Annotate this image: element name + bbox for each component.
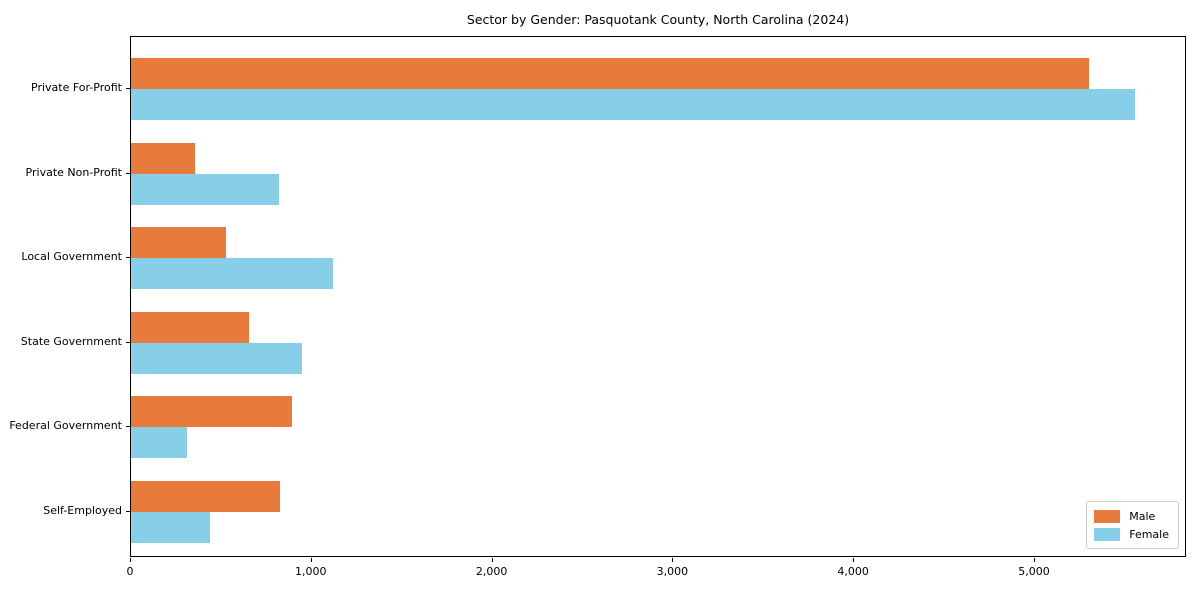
legend-label-female: Female xyxy=(1129,527,1169,541)
bar-female-private-for-profit xyxy=(131,89,1136,120)
xtick-mark-1000 xyxy=(310,558,312,562)
legend-label-male: Male xyxy=(1129,509,1156,523)
xtick-mark-4000 xyxy=(853,558,855,562)
legend-item-female: Female xyxy=(1094,525,1169,543)
ytick-mark-federal-government xyxy=(126,426,130,427)
ytick-label-federal-government: Federal Government xyxy=(9,419,122,432)
xtick-mark-0 xyxy=(130,558,131,562)
ytick-mark-state-government xyxy=(126,341,130,343)
ytick-mark-private-non-profit xyxy=(126,172,130,174)
chart-title: Sector by Gender: Pasquotank County, Nor… xyxy=(466,12,850,27)
bar-female-private-non-profit xyxy=(131,173,279,205)
ytick-label-private-non-profit: Private Non-Profit xyxy=(25,165,122,179)
plot-area: Male Female xyxy=(130,36,1186,557)
xtick-mark-3000 xyxy=(672,558,674,562)
ytick-label-self-employed: Self-Employed xyxy=(43,503,122,517)
xtick-mark-2000 xyxy=(491,558,493,562)
ytick-mark-private-for-profit xyxy=(126,88,130,89)
xtick-mark-5000 xyxy=(1033,558,1035,562)
xtick-label-2000: 2,000 xyxy=(475,565,508,578)
xtick-label-3000: 3,000 xyxy=(656,565,689,578)
xtick-label-0: 0 xyxy=(126,565,134,578)
xtick-label-1000: 1,000 xyxy=(295,565,327,578)
ytick-mark-local-government xyxy=(126,257,130,258)
legend-swatch-male xyxy=(1094,509,1121,523)
ytick-label-state-government: State Government xyxy=(20,334,122,348)
xtick-label-5000: 5,000 xyxy=(1018,565,1050,578)
bar-male-self-employed xyxy=(131,480,280,512)
ytick-mark-self-employed xyxy=(126,510,130,512)
legend-item-male: Male xyxy=(1094,507,1169,525)
bar-male-private-non-profit xyxy=(131,142,196,174)
bar-male-federal-government xyxy=(131,396,292,427)
bar-female-self-employed xyxy=(131,511,211,543)
bar-female-federal-government xyxy=(131,427,187,458)
ytick-label-private-for-profit: Private For-Profit xyxy=(31,81,122,94)
legend: Male Female xyxy=(1086,501,1179,549)
bar-female-local-government xyxy=(131,258,334,289)
xtick-label-4000: 4,000 xyxy=(837,565,869,578)
legend-swatch-female xyxy=(1094,527,1121,541)
bar-male-local-government xyxy=(131,227,226,258)
ytick-label-local-government: Local Government xyxy=(21,250,122,263)
bar-female-state-government xyxy=(131,342,303,374)
bar-male-private-for-profit xyxy=(131,58,1090,89)
bar-male-state-government xyxy=(131,311,250,343)
